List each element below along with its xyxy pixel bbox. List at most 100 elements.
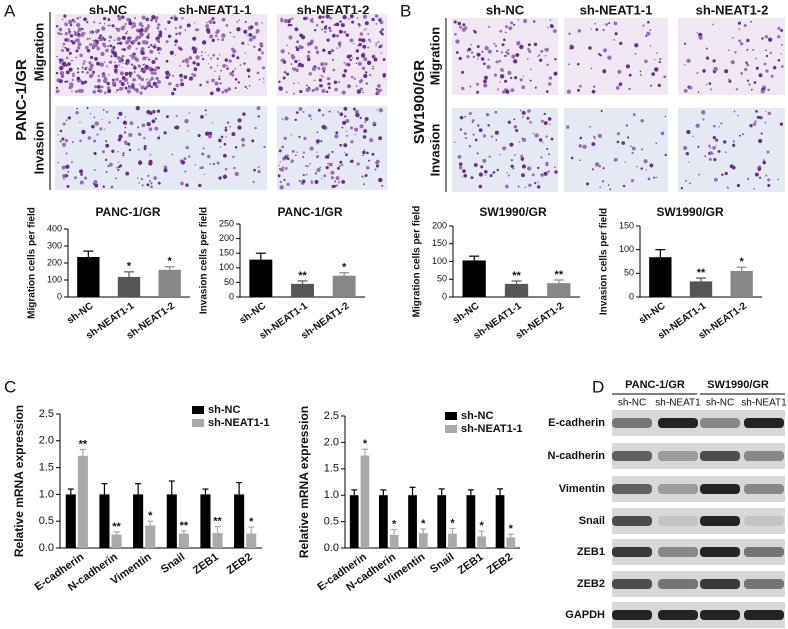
significance: ** <box>555 269 564 281</box>
protein-label: Snail <box>579 515 605 527</box>
cell-dot <box>115 166 118 169</box>
cell-dot <box>148 84 151 87</box>
cell-dot <box>647 177 651 181</box>
cell-dot <box>64 80 67 83</box>
cell-dot <box>735 88 739 91</box>
cell-dot <box>66 80 69 83</box>
cell-dot <box>375 42 377 45</box>
cell-dot <box>510 76 513 80</box>
cell-dot <box>117 116 120 120</box>
cell-dot <box>338 165 341 167</box>
cell-dot <box>591 89 596 94</box>
cell-dot <box>221 38 225 42</box>
significance: * <box>421 518 426 530</box>
cell-dot <box>99 36 104 42</box>
cell-dot <box>59 140 62 143</box>
blot-band <box>700 547 740 557</box>
cell-dot <box>468 144 472 148</box>
cell-dot <box>336 166 340 170</box>
cell-dot <box>734 51 737 54</box>
cell-dot <box>490 135 494 138</box>
cell-dot <box>625 124 628 127</box>
cell-dot <box>107 24 110 27</box>
cell-dot <box>305 87 310 92</box>
cell-dot <box>644 59 648 64</box>
cell-dot <box>640 118 644 123</box>
cell-dot <box>57 59 60 61</box>
y-tick-label: 0.5 <box>324 516 339 528</box>
y-tick-label: 200 <box>432 220 447 230</box>
cell-dot <box>143 144 147 148</box>
cell-dot <box>504 54 507 58</box>
cell-dot <box>646 31 651 36</box>
cell-dot <box>108 74 110 76</box>
cell-dot <box>80 34 83 37</box>
cell-dot <box>286 154 289 158</box>
x-tick-label: sh-NEAT1-2 <box>514 300 566 341</box>
cell-dot <box>234 68 237 70</box>
cell-dot <box>508 26 513 31</box>
cell-dot <box>365 28 368 30</box>
cell-dot <box>316 168 321 173</box>
cell-dot <box>229 31 232 34</box>
cell-dot <box>324 62 328 66</box>
cell-dot <box>212 53 216 57</box>
cell-dot <box>613 39 615 41</box>
cell-dot <box>202 57 205 61</box>
cell-dot <box>313 28 317 32</box>
lane-label: sh-NEAT1 <box>655 398 701 409</box>
cell-dot <box>505 89 510 94</box>
cell-dot <box>343 143 348 148</box>
cell-dot <box>219 146 221 148</box>
bar <box>448 533 457 548</box>
bar <box>133 494 144 548</box>
cell-dot <box>221 33 226 38</box>
cell-dot <box>548 123 551 125</box>
cell-dot <box>99 39 101 42</box>
cell-dot <box>331 58 335 62</box>
cell-dot <box>218 176 222 180</box>
cell-dot <box>777 58 781 62</box>
cell-dot <box>204 51 207 53</box>
cell-dot <box>755 66 759 70</box>
cell-dot <box>484 46 489 51</box>
bar <box>249 259 273 297</box>
cell-dot <box>228 59 232 63</box>
cell-dot <box>493 42 496 45</box>
cell-dot <box>92 41 95 44</box>
cell-dot <box>71 41 76 45</box>
cell-dot <box>140 51 145 56</box>
cell-dot <box>504 79 508 83</box>
cell-dot <box>285 91 288 93</box>
cell-dot <box>254 21 259 26</box>
cell-dot <box>148 68 152 71</box>
y-axis-label: Invasion cells per field <box>199 207 210 314</box>
cell-dot <box>290 63 293 65</box>
blot-band <box>612 547 652 557</box>
cell-dot <box>124 126 127 129</box>
cell-dot <box>115 91 117 94</box>
cell-dot <box>342 73 346 78</box>
cell-dot <box>199 83 202 87</box>
cell-dot <box>732 36 734 39</box>
cell-dot <box>320 140 323 143</box>
cell-dot <box>188 76 193 81</box>
cell-dot <box>124 86 128 90</box>
cell-dot <box>548 76 553 80</box>
cell-dot <box>146 56 149 59</box>
cell-dot <box>325 90 329 94</box>
cell-dot <box>543 171 548 176</box>
cell-line-label: SW1900/GR <box>411 60 428 144</box>
cell-dot <box>125 32 128 35</box>
cell-dot <box>185 60 189 64</box>
column-header: sh-NC <box>89 2 128 17</box>
y-tick-label: 400 <box>47 223 62 233</box>
cell-dot <box>483 62 486 66</box>
cell-dot <box>331 49 335 52</box>
cell-dot <box>165 40 169 44</box>
cell-dot <box>121 66 123 68</box>
cell-dot <box>139 91 143 95</box>
cell-dot <box>358 43 362 47</box>
cell-dot <box>533 42 538 47</box>
cell-dot <box>175 115 178 118</box>
